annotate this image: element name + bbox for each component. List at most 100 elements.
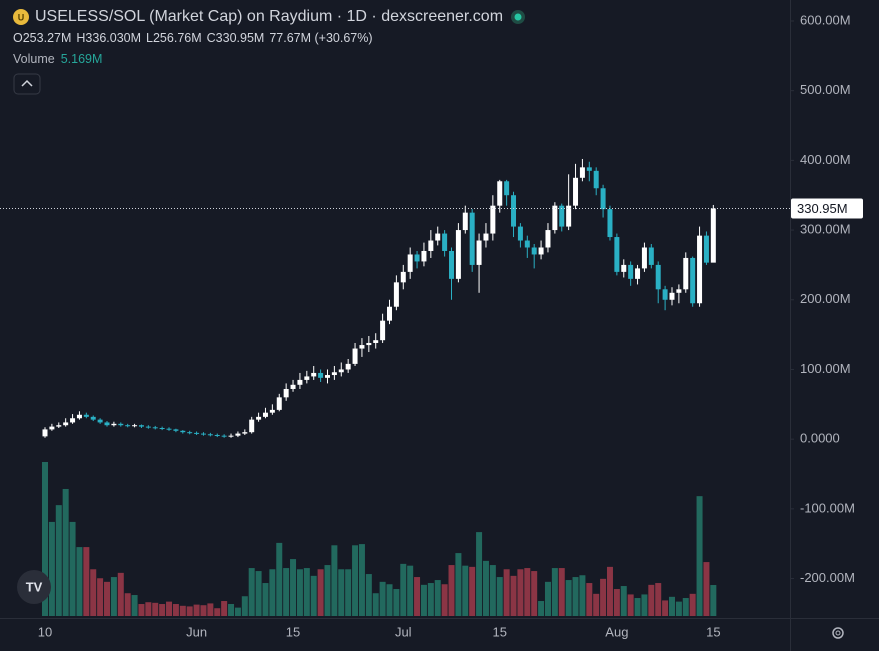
volume-bar: [696, 496, 703, 616]
candle-body: [249, 419, 255, 433]
candle-body: [207, 434, 213, 436]
candle-body: [159, 428, 165, 430]
candle-body: [428, 240, 434, 251]
x-tick-label: Jun: [186, 624, 207, 639]
candle-body: [180, 430, 186, 433]
candle-body: [214, 434, 220, 436]
volume-bar: [538, 601, 545, 616]
candle-body: [469, 212, 475, 265]
volume-value: 5.169M: [60, 52, 103, 66]
candle-body: [221, 435, 227, 437]
candle-body: [579, 167, 585, 178]
legend-value: 330.95M: [215, 31, 265, 45]
volume-bar: [269, 569, 276, 616]
candle-body: [655, 264, 661, 290]
candle-body: [559, 205, 565, 227]
volume-bar: [627, 594, 634, 616]
volume-bar: [152, 602, 159, 616]
candle-body: [538, 247, 544, 255]
volume-bar: [407, 565, 414, 616]
candle-body: [49, 426, 55, 430]
candle-body: [476, 240, 482, 265]
candle-body: [290, 384, 296, 389]
volume-bar: [434, 580, 441, 616]
legend-label: H: [76, 31, 86, 45]
volume-bar: [710, 585, 717, 616]
volume-bar: [551, 568, 558, 616]
volume-bar: [310, 575, 317, 616]
volume-bar: [338, 569, 345, 616]
candle-body: [483, 233, 489, 241]
candle-body: [531, 247, 537, 255]
candle-body: [552, 205, 558, 231]
volume-bar: [393, 589, 400, 616]
candle-body: [524, 240, 530, 248]
volume-bar: [241, 596, 248, 616]
candle-body: [187, 432, 193, 434]
candle-body: [662, 289, 668, 300]
legend-label: L: [146, 31, 153, 45]
x-tick-label: Jul: [395, 624, 412, 639]
candle-body: [297, 379, 303, 385]
volume-bar: [648, 584, 655, 616]
logo-mark: TV: [26, 579, 43, 594]
candle-body: [511, 195, 517, 227]
candle-body: [359, 345, 365, 349]
candle-body: [70, 418, 76, 423]
volume-bar: [372, 593, 379, 616]
volume-bar: [193, 604, 200, 616]
candle-body: [455, 230, 461, 279]
candle-body: [304, 376, 310, 380]
volume-bar: [634, 598, 641, 616]
volume-bar: [124, 593, 131, 616]
candle-body: [104, 422, 110, 426]
volume-bar: [117, 572, 124, 616]
candle-body: [256, 416, 262, 420]
volume-bar: [365, 574, 372, 616]
volume-bar: [558, 568, 565, 616]
volume-bar: [441, 584, 448, 616]
volume-bar: [262, 583, 269, 616]
x-tick-label: 15: [286, 624, 300, 639]
volume-bar: [606, 566, 613, 616]
volume-bar: [600, 578, 607, 616]
legend-label: O: [13, 31, 23, 45]
volume-bar: [83, 547, 90, 616]
volume-bar: [255, 571, 262, 616]
volume-bar: [544, 581, 551, 616]
volume-label: Volume: [13, 52, 55, 66]
logo: [17, 570, 51, 604]
candle-body: [145, 426, 151, 428]
candle-body: [42, 429, 48, 437]
candle-body: [683, 257, 689, 290]
volume-bar: [145, 602, 152, 616]
volume-bar: [689, 593, 696, 616]
candle-body: [166, 428, 172, 430]
candle-body: [697, 235, 703, 304]
candle-body: [90, 416, 96, 420]
settings-icon: [835, 630, 841, 636]
ohlc-legend: O253.27M H336.030M L256.76M C330.95M 77.67M …: [13, 31, 378, 45]
candle-body: [414, 254, 420, 262]
candle-body: [194, 432, 200, 434]
candle-body: [573, 177, 579, 206]
volume-bar: [104, 581, 111, 616]
candle-body: [138, 425, 144, 427]
volume-bar: [248, 568, 255, 616]
candle-body: [269, 409, 275, 413]
volume-bar: [228, 604, 235, 616]
candle-body: [641, 247, 647, 269]
volume-bar: [565, 580, 572, 616]
collapse-button[interactable]: [13, 73, 41, 95]
candle-body: [228, 435, 234, 437]
legend-value: 256.76M: [152, 31, 202, 45]
volume-bar: [379, 581, 386, 616]
volume-bar: [159, 604, 166, 616]
volume-bar: [613, 589, 620, 616]
volume-bar: [517, 569, 524, 616]
candle-body: [132, 425, 138, 427]
token-letter: U: [18, 12, 25, 22]
settings-button[interactable]: [832, 627, 844, 639]
candle-body: [76, 414, 82, 419]
